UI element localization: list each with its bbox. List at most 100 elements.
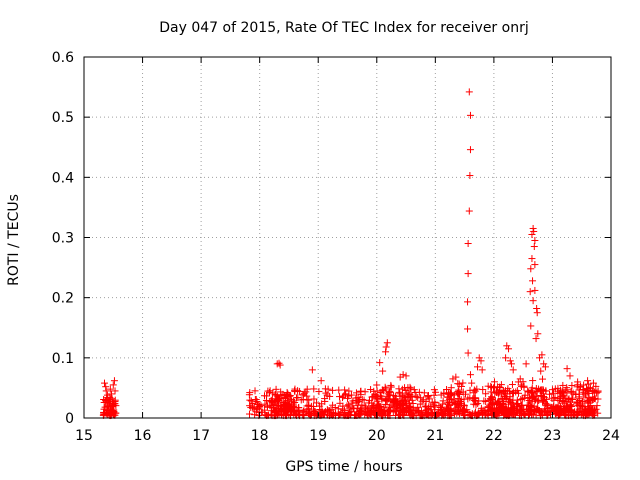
- data-point: [591, 395, 599, 403]
- data-point: [344, 401, 352, 409]
- data-point: [335, 386, 343, 394]
- x-tick-label: 19: [309, 428, 327, 444]
- data-point: [303, 385, 311, 393]
- data-point: [371, 391, 379, 399]
- data-point: [559, 381, 567, 389]
- data-point: [308, 366, 316, 374]
- data-point: [404, 384, 412, 392]
- data-point: [578, 407, 586, 415]
- data-point: [560, 391, 568, 399]
- data-point: [422, 398, 430, 406]
- x-tick-label: 24: [602, 428, 620, 444]
- data-point: [395, 385, 403, 393]
- data-point: [315, 388, 323, 396]
- data-point: [383, 408, 391, 416]
- data-point: [324, 407, 332, 415]
- x-axis-label: GPS time / hours: [285, 459, 402, 475]
- data-point: [537, 392, 545, 400]
- data-point: [424, 392, 432, 400]
- data-point: [579, 402, 587, 410]
- data-point: [516, 406, 524, 414]
- data-point: [531, 237, 539, 245]
- data-point: [273, 360, 281, 368]
- data-point: [247, 397, 255, 405]
- data-point: [265, 388, 273, 396]
- data-point: [506, 357, 514, 365]
- data-point: [286, 407, 294, 415]
- data-point: [382, 348, 390, 356]
- data-point: [379, 367, 387, 375]
- data-point: [525, 397, 533, 405]
- data-point: [528, 230, 536, 238]
- data-point: [568, 406, 576, 414]
- data-point: [262, 396, 270, 404]
- data-point: [472, 401, 480, 409]
- data-point: [380, 387, 388, 395]
- data-point: [468, 379, 476, 387]
- data-point: [282, 395, 290, 403]
- data-point: [534, 330, 542, 338]
- data-point: [111, 398, 119, 406]
- data-point: [455, 399, 463, 407]
- data-point: [523, 401, 531, 409]
- data-point: [527, 322, 535, 330]
- data-point: [535, 407, 543, 415]
- data-point: [437, 405, 445, 413]
- data-point: [251, 387, 259, 395]
- data-point: [274, 396, 282, 404]
- data-point: [567, 388, 575, 396]
- data-point: [539, 375, 547, 383]
- data-point: [548, 386, 556, 394]
- data-point: [542, 408, 550, 416]
- data-point: [465, 88, 473, 96]
- x-tick-label: 17: [192, 428, 210, 444]
- data-point: [363, 410, 371, 418]
- y-tick-label: 0.2: [52, 291, 74, 307]
- data-point: [526, 288, 534, 296]
- data-point: [512, 400, 520, 408]
- x-tick-label: 18: [251, 428, 269, 444]
- data-point: [493, 383, 501, 391]
- data-point: [561, 386, 569, 394]
- data-point: [522, 360, 530, 368]
- data-point: [376, 359, 384, 367]
- data-point: [346, 411, 354, 419]
- data-point: [482, 398, 490, 406]
- data-point: [535, 397, 543, 405]
- data-point: [590, 408, 598, 416]
- data-point: [500, 389, 508, 397]
- data-point: [416, 400, 424, 408]
- data-point: [529, 224, 537, 232]
- data-point: [350, 405, 358, 413]
- data-point: [383, 339, 391, 347]
- data-point: [575, 393, 583, 401]
- data-point: [582, 391, 590, 399]
- data-point: [451, 408, 459, 416]
- data-point: [385, 389, 393, 397]
- data-point: [593, 402, 601, 410]
- data-point: [261, 392, 269, 400]
- y-tick-label: 0.1: [52, 351, 74, 367]
- data-point: [310, 407, 318, 415]
- data-point: [515, 389, 523, 397]
- data-point: [406, 403, 414, 411]
- data-point: [517, 403, 525, 411]
- data-point: [339, 394, 347, 402]
- data-point: [459, 379, 467, 387]
- data-point: [270, 407, 278, 415]
- data-point: [534, 385, 542, 393]
- data-point: [451, 400, 459, 408]
- data-point: [455, 380, 463, 388]
- data-point: [369, 402, 377, 410]
- data-point: [401, 394, 409, 402]
- data-point: [509, 396, 517, 404]
- data-point: [591, 388, 599, 396]
- data-point: [100, 379, 108, 387]
- data-point: [508, 381, 516, 389]
- data-point: [464, 325, 472, 333]
- data-point: [109, 381, 117, 389]
- data-point: [398, 401, 406, 409]
- data-point: [373, 381, 381, 389]
- data-point: [471, 395, 479, 403]
- data-point: [361, 388, 369, 396]
